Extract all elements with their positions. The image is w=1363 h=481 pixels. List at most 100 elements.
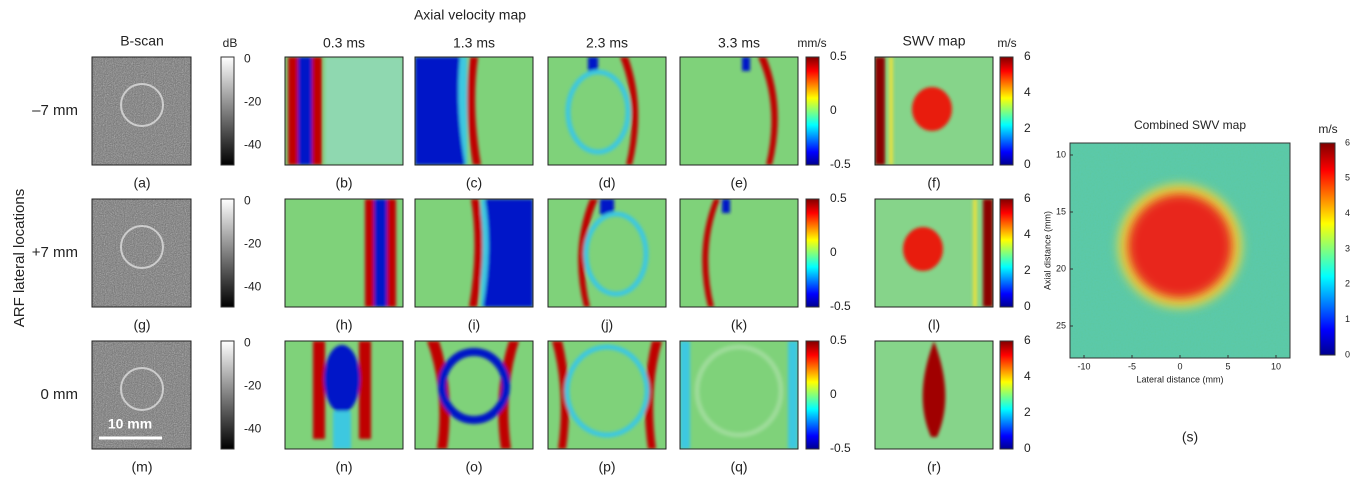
velocity-image bbox=[548, 341, 666, 449]
wave bbox=[365, 199, 396, 307]
colorbar-tick-label: -20 bbox=[244, 379, 262, 393]
y-tick-label: 25 bbox=[1056, 320, 1066, 330]
velocity-image bbox=[680, 341, 798, 449]
time-title: 0.3 ms bbox=[323, 35, 365, 51]
bscan-title: B-scan bbox=[120, 33, 164, 49]
wave bbox=[469, 199, 533, 307]
velocity-panel bbox=[680, 199, 798, 307]
combined-title: Combined SWV map bbox=[1134, 118, 1246, 132]
wave bbox=[313, 341, 371, 449]
y-tick-label: 15 bbox=[1056, 206, 1066, 216]
wave-shape bbox=[680, 341, 690, 449]
colorbar-tick-label: 0 bbox=[1024, 441, 1031, 455]
wave bbox=[415, 57, 481, 165]
x-tick-label: 5 bbox=[1225, 361, 1230, 371]
y-axis-label: Axial distance (mm) bbox=[1042, 211, 1052, 290]
colorbar bbox=[221, 341, 234, 449]
swv-shape bbox=[973, 199, 977, 307]
velocity-image bbox=[548, 57, 666, 165]
panel-label: (s) bbox=[1182, 429, 1198, 445]
colorbar-tick-label: 0 bbox=[830, 103, 837, 117]
colorbar-tick-label: 0.5 bbox=[830, 49, 847, 63]
colorbar-tick-label: 4 bbox=[1345, 208, 1350, 218]
wave-shape bbox=[483, 199, 533, 307]
wave-shape bbox=[312, 57, 322, 165]
colorbar bbox=[1320, 143, 1335, 355]
colorbar-tick-label: 6 bbox=[1345, 137, 1350, 147]
scale-bar-label: 10 mm bbox=[108, 416, 152, 432]
swv-shape bbox=[903, 227, 943, 271]
background bbox=[680, 199, 798, 307]
panel-label: (d) bbox=[598, 175, 615, 191]
panel-label: (q) bbox=[730, 459, 747, 475]
velocity-panel bbox=[548, 57, 666, 165]
velocity-panel bbox=[680, 341, 798, 449]
time-title: 2.3 ms bbox=[586, 35, 628, 51]
colorbar-tick-label: 4 bbox=[1024, 369, 1031, 383]
colorbar-tick-label: -40 bbox=[244, 280, 262, 294]
colorbar-tick-label: 0 bbox=[244, 193, 251, 207]
velocity-panel bbox=[285, 199, 403, 307]
wave-shape bbox=[722, 199, 730, 213]
colorbar-tick-label: -0.5 bbox=[830, 157, 851, 171]
wave-shape bbox=[374, 199, 387, 307]
wave-shape bbox=[288, 57, 298, 165]
colorbar-tick-label: -40 bbox=[244, 422, 262, 436]
row-label: 0 mm bbox=[41, 386, 79, 403]
wave-shape bbox=[298, 57, 312, 165]
wave-shape bbox=[359, 341, 371, 439]
colorbar-tick-label: 0 bbox=[1345, 349, 1350, 359]
x-tick-label: -5 bbox=[1128, 361, 1136, 371]
velocity-image bbox=[285, 199, 403, 307]
x-axis-label: Lateral distance (mm) bbox=[1136, 374, 1223, 384]
colorbar-tick-label: 2 bbox=[1345, 279, 1350, 289]
velocity-panel bbox=[548, 199, 666, 307]
colorbar bbox=[221, 199, 234, 307]
colorbar-tick-label: -40 bbox=[244, 138, 262, 152]
bscan-noise bbox=[92, 199, 191, 307]
velocity-image bbox=[285, 341, 403, 449]
velocity-panel bbox=[548, 341, 666, 449]
colorbar-unit: mm/s bbox=[797, 36, 826, 50]
colorbar-tick-label: -20 bbox=[244, 95, 262, 109]
bscan-noise bbox=[92, 57, 191, 165]
colorbar-tick-label: 2 bbox=[1024, 121, 1031, 135]
axial-title: Axial velocity map bbox=[414, 7, 526, 23]
colorbar-unit: m/s bbox=[997, 36, 1016, 50]
colorbar-tick-label: 2 bbox=[1024, 405, 1031, 419]
time-title: 3.3 ms bbox=[718, 35, 760, 51]
colorbar-tick-label: 4 bbox=[1024, 85, 1031, 99]
x-tick-label: 0 bbox=[1177, 361, 1182, 371]
swv-panel bbox=[875, 341, 993, 449]
panel-label: (m) bbox=[132, 459, 153, 475]
colorbar bbox=[1000, 199, 1013, 307]
figure: Axial velocity map B-scan SWV map ARF la… bbox=[0, 0, 1363, 481]
colorbar-unit: dB bbox=[223, 36, 238, 50]
colorbar bbox=[806, 341, 819, 449]
velocity-panel bbox=[285, 57, 403, 165]
colorbar-tick-label: 0.5 bbox=[830, 191, 847, 205]
swv-image bbox=[875, 199, 993, 307]
row-axis-label: ARF lateral locations bbox=[11, 189, 28, 327]
wave-shape bbox=[325, 57, 403, 165]
velocity-image bbox=[680, 199, 798, 307]
panel-label: (i) bbox=[468, 317, 480, 333]
y-tick-label: 20 bbox=[1056, 263, 1066, 273]
panel-label: (h) bbox=[335, 317, 352, 333]
colorbar-tick-label: 0 bbox=[830, 387, 837, 401]
panel-label: (j) bbox=[601, 317, 613, 333]
panel-label: (r) bbox=[927, 459, 941, 475]
panel-label: (n) bbox=[335, 459, 352, 475]
panel-label: (e) bbox=[730, 175, 747, 191]
colorbar-tick-label: 2 bbox=[1024, 263, 1031, 277]
colorbar-tick-label: 0 bbox=[1024, 157, 1031, 171]
velocity-panel bbox=[415, 57, 533, 165]
colorbar-tick-label: 0 bbox=[1024, 299, 1031, 313]
swv-shape bbox=[875, 57, 885, 165]
swv-shape bbox=[983, 199, 993, 307]
velocity-image bbox=[415, 199, 533, 307]
wave-shape bbox=[365, 199, 374, 307]
velocity-panel bbox=[415, 199, 533, 307]
wave bbox=[288, 57, 403, 165]
wave-shape bbox=[788, 341, 798, 449]
